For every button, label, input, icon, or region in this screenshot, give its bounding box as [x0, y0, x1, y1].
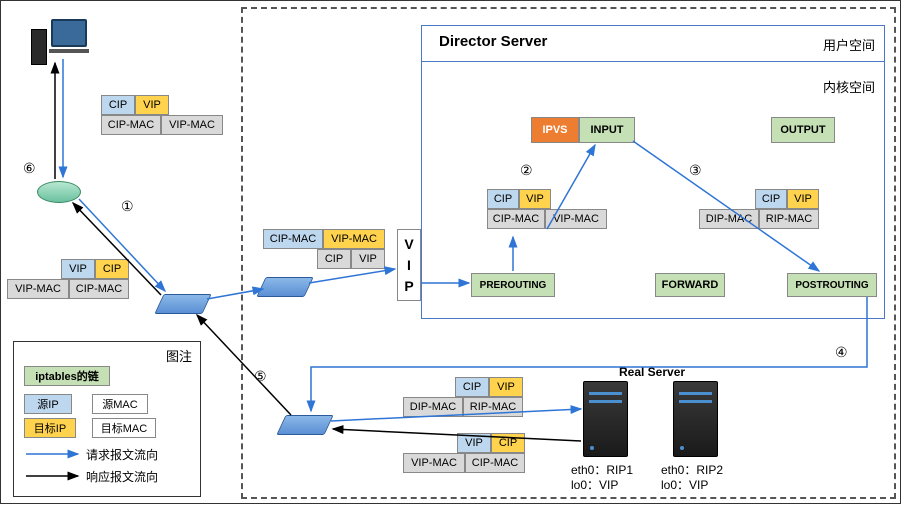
vip-interface: V I P: [397, 229, 421, 301]
server1-lo: lo0：VIP: [571, 476, 618, 493]
legend-box: 图注 iptables的链 源IP 源MAC 目标IP 目标MAC 请求报文流向…: [13, 341, 201, 497]
packet-step2: CIPVIP CIP-MACVIP-MAC: [487, 189, 607, 229]
director-title: Director Server: [439, 33, 547, 50]
postrouting-box: POSTROUTING: [787, 273, 877, 297]
kernel-space-label: 内核空间: [823, 77, 875, 96]
step-3: ③: [689, 163, 702, 180]
packet-from-realserver: VIPCIP VIP-MACCIP-MAC: [403, 433, 525, 473]
packet-client-out: CIPVIP CIP-MACVIP-MAC: [101, 95, 223, 135]
legend-title: 图注: [166, 346, 192, 365]
step-2: ②: [520, 163, 533, 180]
switch-3-icon: [281, 415, 329, 435]
forward-box: FORWARD: [655, 273, 725, 297]
legend-src-ip: 源IP: [24, 394, 72, 414]
user-space-label: 用户空间: [823, 35, 875, 54]
switch-1-icon: [159, 294, 207, 314]
legend-dst-ip: 目标IP: [24, 418, 76, 438]
packet-client-in: VIPCIP VIP-MACCIP-MAC: [7, 259, 129, 299]
step-1: ①: [121, 199, 134, 216]
server-2-icon: [673, 381, 718, 457]
client-base: [49, 49, 89, 53]
step-4: ④: [835, 345, 848, 362]
step-5: ⑤: [254, 369, 267, 386]
router-icon: [37, 181, 81, 203]
legend-resp: 响应报文流向: [86, 468, 158, 485]
packet-step3: CIPVIP DIP-MACRIP-MAC: [699, 189, 819, 229]
client-monitor-icon: [51, 19, 87, 47]
server-1-icon: [583, 381, 628, 457]
packet-to-realserver: CIPVIP DIP-MACRIP-MAC: [403, 377, 523, 417]
ipvs-box: IPVS: [531, 117, 579, 143]
packet-to-director: CIP-MACVIP-MAC CIPVIP: [263, 229, 385, 269]
legend-src-mac: 源MAC: [92, 394, 148, 414]
real-server-title: Real Server: [619, 365, 685, 379]
prerouting-box: PREROUTING: [471, 273, 555, 297]
client-tower-icon: [31, 29, 47, 65]
legend-iptables: iptables的链: [24, 366, 110, 386]
switch-2-icon: [261, 277, 309, 297]
legend-dst-mac: 目标MAC: [92, 418, 156, 438]
server2-lo: lo0：VIP: [661, 476, 708, 493]
input-box: INPUT: [579, 117, 635, 143]
step-6: ⑥: [23, 161, 36, 178]
output-box: OUTPUT: [771, 117, 835, 143]
legend-req: 请求报文流向: [86, 446, 158, 463]
space-divider: [421, 61, 885, 62]
